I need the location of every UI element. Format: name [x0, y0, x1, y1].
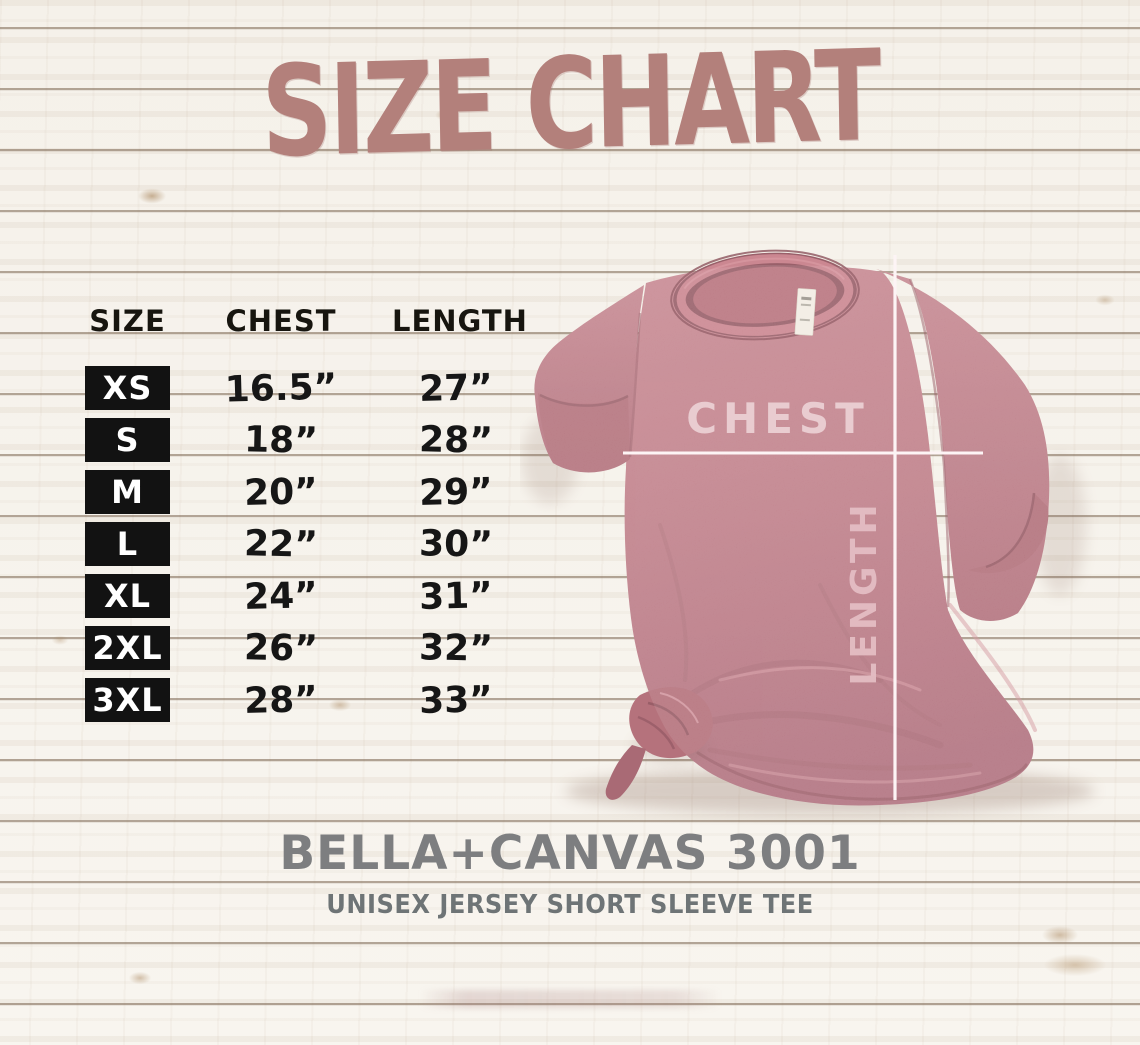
chest-value: 24”: [243, 574, 319, 618]
size-badge: 2XL: [85, 626, 170, 670]
chest-label: CHEST: [686, 394, 870, 443]
tshirt-shape: [534, 249, 1050, 806]
length-label: LENGTH: [844, 500, 885, 685]
length-value: 33”: [418, 678, 494, 722]
size-badge: M: [85, 470, 170, 514]
chest-value: 20”: [243, 470, 319, 514]
length-value: 27”: [418, 366, 494, 410]
size-badge: 3XL: [85, 678, 170, 722]
table-row: XS 16.5” 27”: [85, 362, 520, 414]
column-header-length: LENGTH: [392, 304, 528, 338]
length-value: 29”: [418, 470, 494, 514]
watermark: [420, 990, 720, 1008]
product-name: BELLA+CANVAS 3001: [279, 826, 861, 881]
table-row: 2XL 26” 32”: [85, 622, 520, 674]
table-row: M 20” 29”: [85, 466, 520, 518]
chest-value: 18”: [243, 418, 319, 462]
length-value: 32”: [418, 626, 494, 670]
page-title: SIZE CHART: [260, 23, 880, 187]
table-header-row: SIZE CHEST LENGTH: [85, 300, 528, 342]
column-header-chest: CHEST: [225, 304, 337, 338]
chest-value: 22”: [243, 522, 319, 566]
size-badge: XL: [85, 574, 170, 618]
tshirt-photo: CHEST LENGTH: [522, 249, 1095, 815]
size-table: SIZE CHEST LENGTH XS 16.5” 27” S 18” 28”…: [85, 300, 528, 726]
size-badge: L: [85, 522, 170, 566]
size-badge: S: [85, 418, 170, 462]
table-row: S 18” 28”: [85, 414, 520, 466]
column-header-size: SIZE: [89, 304, 166, 338]
length-value: 31”: [418, 574, 494, 618]
chest-value: 28”: [243, 678, 319, 722]
length-value: 28”: [418, 418, 494, 462]
chest-value: 16.5”: [224, 365, 338, 411]
chest-value: 26”: [243, 626, 319, 670]
table-row: XL 24” 31”: [85, 570, 520, 622]
table-body: XS 16.5” 27” S 18” 28” M 20” 29” L 22” 3…: [85, 362, 520, 726]
table-row: L 22” 30”: [85, 518, 520, 570]
size-badge: XS: [85, 366, 170, 410]
table-row: 3XL 28” 33”: [85, 674, 520, 726]
length-value: 30”: [418, 522, 494, 566]
product-subtitle: UNISEX JERSEY SHORT SLEEVE TEE: [326, 890, 814, 920]
